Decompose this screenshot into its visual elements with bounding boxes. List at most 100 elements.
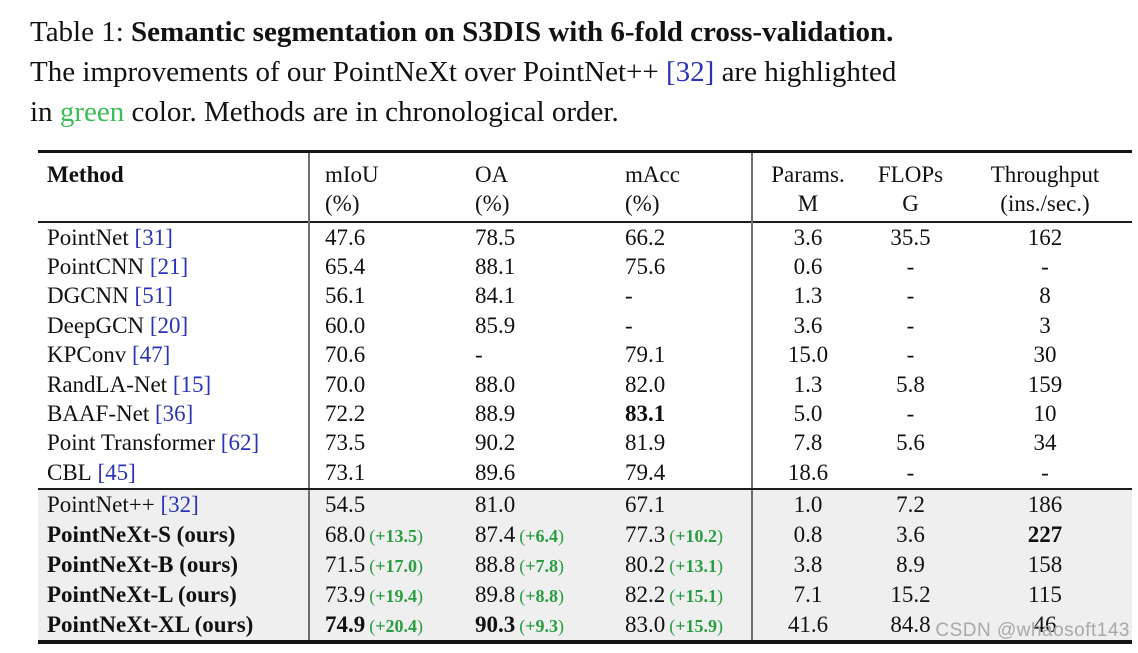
cell-value: 85.9 <box>475 312 516 338</box>
value-cell: 79.4 <box>610 458 753 488</box>
cell-value: - <box>906 342 915 368</box>
cell-delta: (+7.8) <box>519 555 565 576</box>
citation-link[interactable]: [47] <box>126 342 171 368</box>
value-cell: 15.2 <box>863 582 958 608</box>
cell-value: 78.5 <box>475 224 516 250</box>
citation-link[interactable]: [51] <box>128 283 173 309</box>
cell-value: - <box>625 283 633 309</box>
cell-value: 1.0 <box>793 491 823 517</box>
citation-link-32[interactable]: [32] <box>665 56 715 88</box>
cell-value: 70.6 <box>325 342 366 368</box>
caption-green-word: green <box>59 96 125 128</box>
citation-link[interactable]: [31] <box>128 224 173 250</box>
cell-value: 7.8 <box>793 430 823 456</box>
citation-link[interactable]: [21] <box>144 254 189 280</box>
cell-value: 77.3 <box>625 521 666 547</box>
cell-value: 8.9 <box>896 551 925 577</box>
value-cell: 89.8 (+8.8) <box>460 582 610 608</box>
cell-delta: (+15.1) <box>669 585 724 606</box>
cell-value: 88.1 <box>475 254 516 280</box>
cell-value: 79.4 <box>625 459 666 485</box>
value-cell: 18.6 <box>753 460 863 486</box>
cell-value: 158 <box>1027 551 1063 577</box>
method-cell: PointNet [31] <box>38 223 310 253</box>
citation-link[interactable]: [20] <box>144 312 189 338</box>
cell-value: 73.1 <box>325 459 366 485</box>
value-cell: 70.6 <box>310 342 460 368</box>
column-header-throughput: Throughput (ins./sec.) <box>990 162 1100 216</box>
cell-value: 88.9 <box>475 401 516 427</box>
value-cell: 78.5 <box>460 225 610 251</box>
value-cell: 162 <box>958 225 1132 251</box>
value-cell: - <box>863 313 958 339</box>
cell-value: 115 <box>1028 581 1062 607</box>
value-cell: 73.1 <box>310 460 460 486</box>
cell-value: - <box>906 283 915 309</box>
caption-line2-text: The improvements of our PointNeXt over P… <box>30 56 666 88</box>
cell-value: 162 <box>1027 224 1063 250</box>
cell-value: 88.0 <box>475 371 516 397</box>
citation-link[interactable]: [36] <box>149 401 194 427</box>
cell-value: 89.8 <box>475 581 516 607</box>
cell-value: - <box>906 459 915 485</box>
method-name: KPConv <box>47 342 127 368</box>
value-cell: 89.6 <box>460 460 610 486</box>
value-cell: 70.0 <box>310 372 460 398</box>
citation-link[interactable]: [15] <box>167 371 212 397</box>
value-cell: 84.1 <box>460 283 610 309</box>
value-cell: 1.0 <box>753 492 863 518</box>
cell-value: 15.0 <box>787 342 829 368</box>
method-cell: PointNeXt-S (ours) <box>38 519 310 550</box>
value-cell: 54.5 <box>310 492 460 518</box>
citation-link[interactable]: [32] <box>154 491 199 517</box>
method-name: RandLA-Net <box>47 371 168 397</box>
method-name: DGCNN <box>47 283 129 309</box>
cell-value: 82.0 <box>625 371 666 397</box>
value-cell: - <box>863 283 958 309</box>
value-cell: 74.9 (+20.4) <box>310 612 460 638</box>
value-cell: 82.2 (+15.1) <box>610 579 753 610</box>
cell-delta: (+10.2) <box>669 525 724 546</box>
value-cell: 3.8 <box>753 552 863 578</box>
cell-value: 3.8 <box>793 551 823 577</box>
method-name: PointNeXt-L (ours) <box>47 581 237 607</box>
method-name: PointNeXt-XL (ours) <box>47 611 254 637</box>
caption-line3-tail: color. Methods are in chronological orde… <box>124 96 619 128</box>
cell-delta: (+6.4) <box>519 525 565 546</box>
table-row: PointNeXt-L (ours) 73.9 (+19.4) 89.8 (+8.8… <box>38 579 1132 610</box>
cell-value: 35.5 <box>890 224 931 250</box>
method-name: PointNet++ <box>47 491 155 517</box>
caption-title: Semantic segmentation on S3DIS with 6-fo… <box>131 16 894 48</box>
cell-value: - <box>906 312 915 338</box>
cell-value: 83.0 <box>625 611 666 637</box>
value-cell: 34 <box>958 430 1132 456</box>
cell-value: 68.0 <box>325 521 366 547</box>
table-row: PointNeXt-XL (ours) 74.9 (+20.4) 90.3 (+9.… <box>38 609 1132 640</box>
method-cell: PointNeXt-B (ours) <box>38 549 310 580</box>
cell-delta: (+8.8) <box>519 585 565 606</box>
citation-link[interactable]: [45] <box>91 459 136 485</box>
value-cell: 73.9 (+19.4) <box>310 582 460 608</box>
table-row: RandLA-Net [15] 70.0 88.0 82.0 1.3 5.8 1… <box>38 369 1132 400</box>
citation-link[interactable]: [62] <box>215 430 260 456</box>
value-cell: - <box>863 460 958 486</box>
table-caption: Table 1: Semantic segmentation on S3DIS … <box>30 12 1134 132</box>
method-cell: PointNeXt-L (ours) <box>38 579 310 610</box>
value-cell: 56.1 <box>310 283 460 309</box>
cell-value: 71.5 <box>325 551 366 577</box>
column-header-params: Params. M <box>771 162 845 216</box>
cell-delta: (+13.1) <box>669 555 724 576</box>
value-cell: 1.3 <box>753 283 863 309</box>
value-cell: 3 <box>958 313 1132 339</box>
cell-value: 3 <box>1039 312 1051 338</box>
cell-value: 34 <box>1033 430 1057 456</box>
value-cell: - <box>863 401 958 427</box>
value-cell: 82.0 <box>610 369 753 400</box>
watermark-text: CSDN @whaosoft143 <box>935 620 1130 641</box>
value-cell: 5.6 <box>863 430 958 456</box>
value-cell: 75.6 <box>610 252 753 282</box>
value-cell: 158 <box>958 552 1132 578</box>
value-cell: 227 <box>958 522 1132 548</box>
table-row: PointNeXt-S (ours) 68.0 (+13.5) 87.4 (+6.4… <box>38 519 1132 550</box>
value-cell: 84.8 <box>863 612 958 638</box>
